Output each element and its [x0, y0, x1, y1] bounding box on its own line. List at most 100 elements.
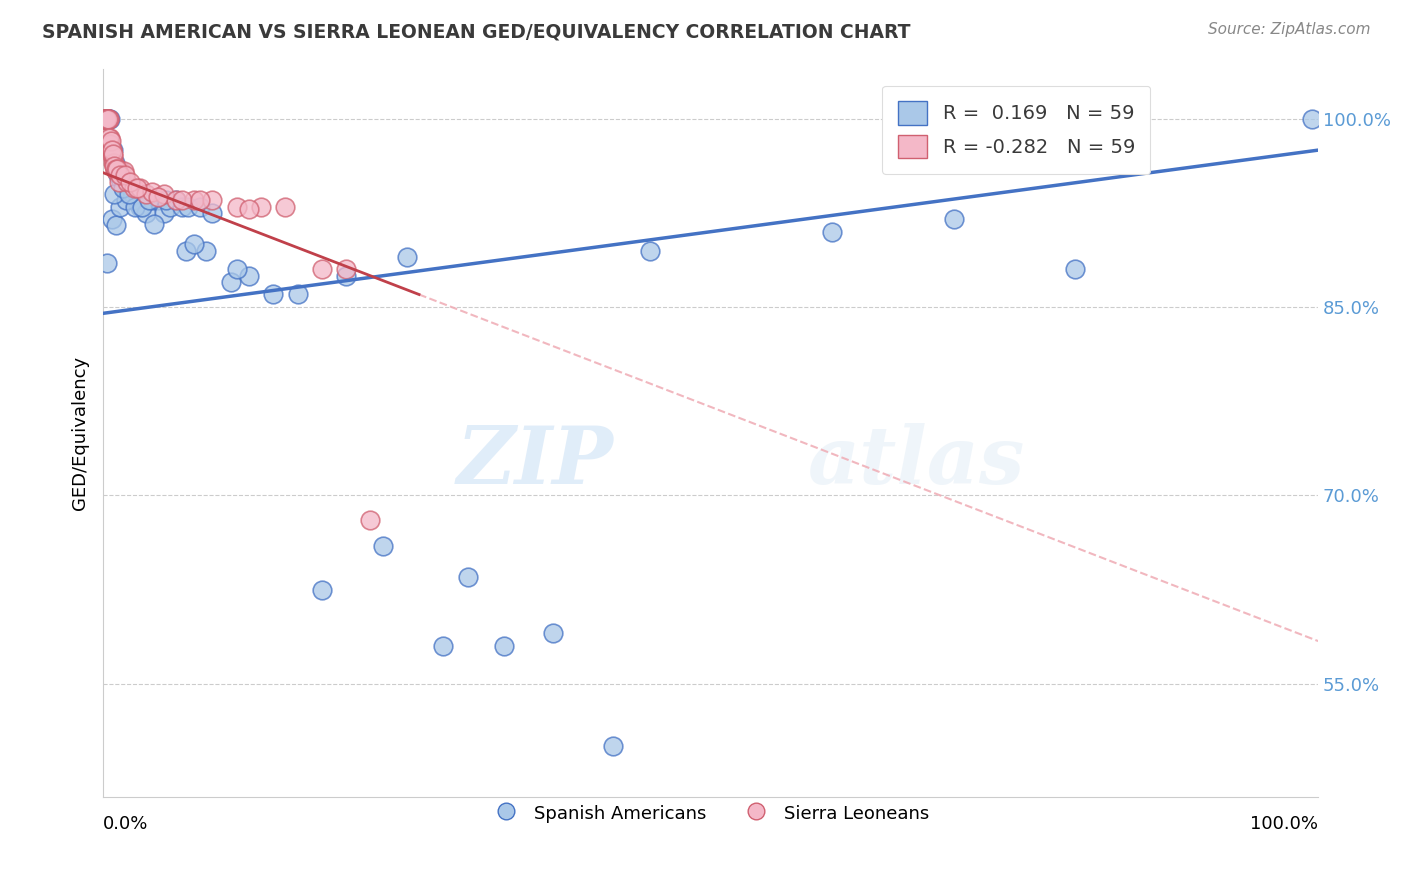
Point — [287, 287, 309, 301]
Point — [165, 194, 187, 208]
Point — [103, 187, 125, 202]
Point — [110, 164, 132, 178]
Point — [100, 112, 122, 126]
Point — [225, 200, 247, 214]
Text: atlas: atlas — [808, 423, 1025, 500]
Point — [135, 187, 157, 202]
Point — [128, 181, 150, 195]
Point — [107, 161, 129, 176]
Point — [104, 161, 127, 176]
Point — [103, 155, 125, 169]
Point — [432, 639, 454, 653]
Point — [108, 174, 131, 188]
Point — [602, 739, 624, 754]
Point — [311, 582, 333, 597]
Point — [96, 112, 118, 126]
Point — [371, 539, 394, 553]
Point — [146, 189, 169, 203]
Point — [107, 168, 129, 182]
Point — [128, 200, 150, 214]
Point — [541, 626, 564, 640]
Point — [96, 256, 118, 270]
Point — [104, 161, 127, 176]
Point — [219, 275, 242, 289]
Point — [359, 513, 381, 527]
Point — [103, 160, 125, 174]
Point — [101, 143, 124, 157]
Text: Source: ZipAtlas.com: Source: ZipAtlas.com — [1208, 22, 1371, 37]
Point — [111, 181, 134, 195]
Point — [1064, 262, 1087, 277]
Point — [108, 200, 131, 214]
Point — [124, 200, 146, 214]
Point — [97, 112, 120, 126]
Point — [183, 194, 205, 208]
Point — [118, 174, 141, 188]
Point — [105, 161, 128, 176]
Point — [311, 262, 333, 277]
Point — [274, 200, 297, 214]
Point — [101, 149, 124, 163]
Point — [101, 149, 124, 163]
Point — [195, 244, 218, 258]
Point — [108, 168, 131, 182]
Point — [153, 187, 176, 202]
Point — [225, 262, 247, 277]
Point — [172, 200, 194, 214]
Point — [112, 164, 135, 178]
Point — [98, 130, 121, 145]
Point — [159, 200, 181, 214]
Point — [97, 112, 120, 126]
Point — [114, 168, 136, 182]
Point — [117, 187, 139, 202]
Point — [127, 181, 149, 195]
Point — [110, 174, 132, 188]
Point — [201, 206, 224, 220]
Point — [98, 130, 121, 145]
Point — [141, 185, 163, 199]
Point — [100, 143, 122, 157]
Point — [188, 194, 211, 208]
Point — [100, 134, 122, 148]
Point — [94, 112, 117, 126]
Y-axis label: GED/Equivalency: GED/Equivalency — [72, 356, 89, 509]
Text: ZIP: ZIP — [457, 423, 613, 500]
Point — [94, 112, 117, 126]
Point — [103, 155, 125, 169]
Point — [96, 112, 118, 126]
Point — [165, 194, 187, 208]
Point — [97, 112, 120, 126]
Point — [155, 194, 177, 208]
Point — [141, 194, 163, 208]
Text: 0.0%: 0.0% — [103, 815, 149, 833]
Point — [117, 187, 139, 202]
Point — [101, 147, 124, 161]
Point — [105, 164, 128, 178]
Point — [250, 200, 273, 214]
Point — [100, 212, 122, 227]
Point — [94, 112, 117, 126]
Point — [335, 268, 357, 283]
Point — [183, 237, 205, 252]
Point — [131, 200, 153, 214]
Point — [93, 112, 115, 126]
Point — [238, 202, 260, 216]
Legend: Spanish Americans, Sierra Leoneans: Spanish Americans, Sierra Leoneans — [485, 795, 936, 831]
Point — [122, 194, 145, 208]
Point — [104, 161, 127, 176]
Text: SPANISH AMERICAN VS SIERRA LEONEAN GED/EQUIVALENCY CORRELATION CHART: SPANISH AMERICAN VS SIERRA LEONEAN GED/E… — [42, 22, 911, 41]
Point — [122, 181, 145, 195]
Point — [100, 143, 122, 157]
Point — [395, 250, 418, 264]
Point — [821, 225, 844, 239]
Point — [174, 244, 197, 258]
Point — [201, 194, 224, 208]
Point — [97, 112, 120, 126]
Point — [457, 570, 479, 584]
Point — [638, 244, 661, 258]
Point — [96, 112, 118, 126]
Point — [1301, 112, 1323, 126]
Point — [104, 155, 127, 169]
Point — [262, 287, 284, 301]
Point — [101, 143, 124, 157]
